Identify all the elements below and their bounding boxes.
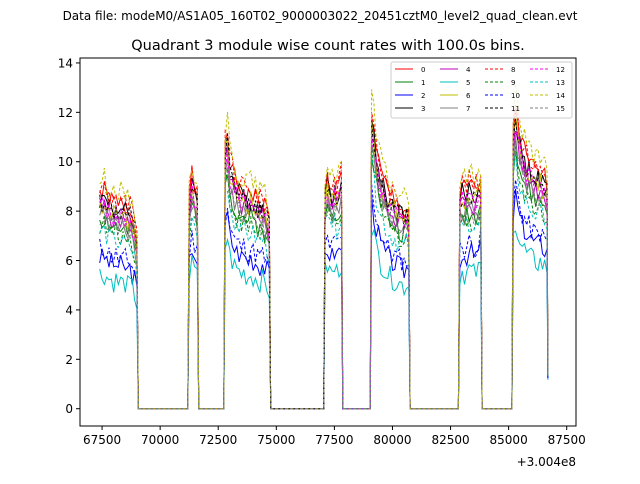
x-tick-label: 77500 — [315, 433, 353, 447]
legend-box — [390, 61, 573, 119]
y-tick-label: 10 — [58, 155, 73, 169]
axes-frame — [79, 57, 577, 427]
x-tick-label: 80000 — [373, 433, 411, 447]
legend-label-2: 2 — [421, 92, 425, 100]
legend-label-15: 15 — [556, 105, 565, 113]
series-line-14 — [99, 84, 549, 410]
legend-label-9: 9 — [511, 79, 515, 87]
plot-lines — [99, 84, 549, 410]
x-tick-label: 82500 — [431, 433, 469, 447]
x-tick-label: 72500 — [199, 433, 237, 447]
y-tick-label: 12 — [58, 106, 73, 120]
legend-label-10: 10 — [511, 92, 520, 100]
legend-label-8: 8 — [511, 66, 515, 74]
legend-label-13: 13 — [556, 79, 565, 87]
legend-label-4: 4 — [466, 66, 471, 74]
series-line-15 — [99, 141, 549, 410]
x-tick-label: 87500 — [548, 433, 586, 447]
x-offset-label: +3.004e8 — [517, 455, 576, 469]
y-axis: 0 2 4 6 8 10 12 14 — [58, 56, 80, 416]
legend-label-0: 0 — [421, 66, 425, 74]
legend-label-14: 14 — [556, 92, 565, 100]
y-tick-label: 14 — [58, 56, 73, 70]
legend-label-5: 5 — [466, 79, 470, 87]
x-tick-label: 70000 — [141, 433, 179, 447]
x-axis: 67500 70000 72500 75000 77500 80000 82500 85000… — [83, 426, 586, 447]
x-tick-label: 85000 — [490, 433, 528, 447]
x-tick-label: 67500 — [83, 433, 121, 447]
y-tick-label: 8 — [65, 205, 73, 219]
legend-label-3: 3 — [421, 105, 425, 113]
legend-label-6: 6 — [466, 92, 471, 100]
legend-label-1: 1 — [421, 79, 425, 87]
legend-label-7: 7 — [466, 105, 470, 113]
y-tick-label: 4 — [65, 303, 73, 317]
chart-title: Quadrant 3 module wise count rates with … — [131, 38, 525, 54]
suptitle: Data file: modeM0/AS1A05_160T02_90000030… — [63, 9, 578, 23]
series-line-13 — [99, 151, 549, 410]
x-tick-label: 75000 — [257, 433, 295, 447]
legend-label-11: 11 — [511, 105, 520, 113]
y-tick-label: 6 — [65, 254, 73, 268]
y-tick-label: 0 — [65, 402, 73, 416]
y-tick-label: 2 — [65, 353, 73, 367]
legend-label-12: 12 — [556, 66, 565, 74]
